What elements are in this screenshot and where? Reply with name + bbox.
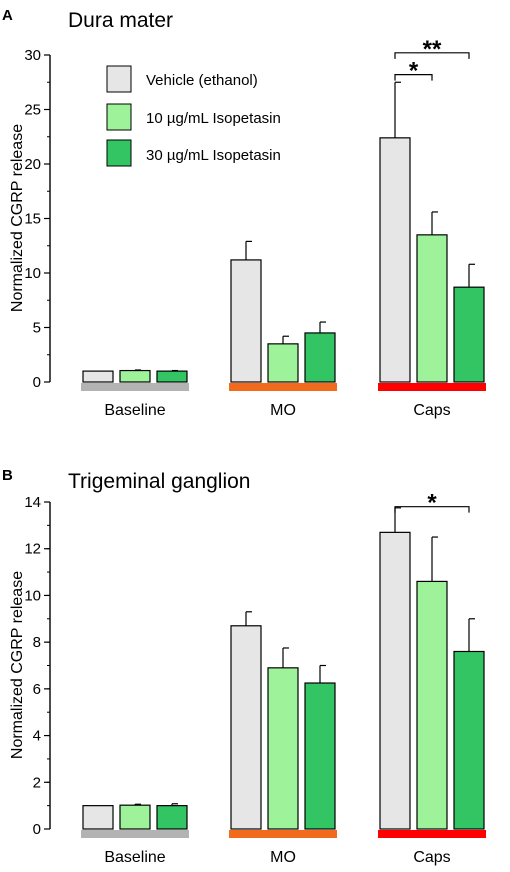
category-label-mo: MO	[270, 849, 296, 866]
bar-baseline-series-2	[156, 805, 188, 830]
y-tick-label: 6	[33, 681, 41, 698]
bar-baseline-series-0	[82, 805, 114, 830]
significance-label: *	[409, 58, 419, 85]
legend-swatch-30ug	[106, 139, 132, 167]
bar-baseline-series-2	[156, 370, 188, 383]
y-tick-label: 10	[24, 587, 41, 604]
y-tick-label: 25	[24, 102, 41, 119]
y-tick-label: 0	[33, 374, 41, 391]
panel-a-title: Dura mater	[68, 9, 173, 32]
panel-letter-b: B	[2, 467, 13, 484]
legend-label-30ug: 30 µg/mL Isopetasin	[146, 147, 281, 164]
bar-mo-series-2	[304, 332, 336, 383]
y-tick-label: 10	[24, 265, 41, 282]
panel-a-y-axis-label: Normalized CGRP release	[9, 124, 26, 312]
bar-baseline-series-0	[82, 370, 114, 383]
legend-label-vehicle: Vehicle (ethanol)	[146, 72, 258, 89]
panel-b-y-axis-label: Normalized CGRP release	[9, 571, 26, 759]
group-strip-mo	[229, 830, 337, 838]
bar-mo-series-0	[230, 625, 262, 830]
bar-baseline-series-1	[119, 369, 151, 383]
y-tick-label: 0	[33, 821, 41, 838]
group-strip-baseline	[81, 830, 189, 838]
y-tick-label: 8	[33, 634, 41, 651]
y-tick-label: 15	[24, 211, 41, 228]
bar-caps-series-0	[379, 137, 411, 383]
panel-b-title: Trigeminal ganglion	[68, 470, 251, 493]
category-label-baseline: Baseline	[104, 402, 165, 419]
panel-letter-a: A	[2, 7, 13, 24]
y-tick-label: 2	[33, 774, 41, 791]
group-strip-caps	[378, 830, 486, 838]
legend-label-10ug: 10 µg/mL Isopetasin	[146, 110, 281, 127]
bar-caps-series-1	[416, 580, 448, 830]
bar-mo-series-1	[267, 667, 299, 830]
significance-bracket	[394, 74, 433, 81]
group-strip-baseline	[81, 383, 189, 391]
y-tick-label: 20	[24, 156, 41, 173]
y-tick-label: 4	[33, 728, 41, 745]
significance-label: **	[423, 36, 442, 63]
panel-b-plot: 0 2 4 6 8 10 12 14 Baseline MO Caps *	[24, 490, 486, 866]
y-tick-label: 5	[33, 320, 41, 337]
bar-caps-series-0	[379, 531, 411, 830]
bar-caps-series-2	[453, 286, 485, 383]
category-label-baseline: Baseline	[104, 849, 165, 866]
bar-baseline-series-1	[119, 804, 151, 830]
bar-caps-series-1	[416, 234, 448, 383]
bar-mo-series-1	[267, 343, 299, 383]
bar-mo-series-2	[304, 682, 336, 830]
legend: Vehicle (ethanol) 10 µg/mL Isopetasin 30…	[106, 65, 281, 167]
y-tick-label: 14	[24, 494, 41, 511]
significance-label: *	[427, 490, 437, 517]
category-label-mo: MO	[270, 402, 296, 419]
y-tick-label: 30	[24, 47, 41, 64]
panel-a: A Dura mater Normalized CGRP release	[2, 7, 173, 312]
category-label-caps: Caps	[413, 849, 450, 866]
legend-swatch-vehicle	[106, 65, 132, 93]
panel-a-plot: 0 5 10 15 20 25 30 Baseline MO Caps ***	[24, 36, 486, 419]
group-strip-mo	[229, 383, 337, 391]
significance-bracket	[394, 506, 470, 513]
panel-b: B Trigeminal ganglion Normalized CGRP re…	[2, 467, 251, 759]
group-strip-caps	[378, 383, 486, 391]
significance-bracket	[394, 52, 470, 59]
y-tick-label: 12	[24, 541, 41, 558]
category-label-caps: Caps	[413, 402, 450, 419]
legend-swatch-10ug	[106, 103, 132, 131]
bar-caps-series-2	[453, 650, 485, 830]
bar-mo-series-0	[230, 259, 262, 383]
